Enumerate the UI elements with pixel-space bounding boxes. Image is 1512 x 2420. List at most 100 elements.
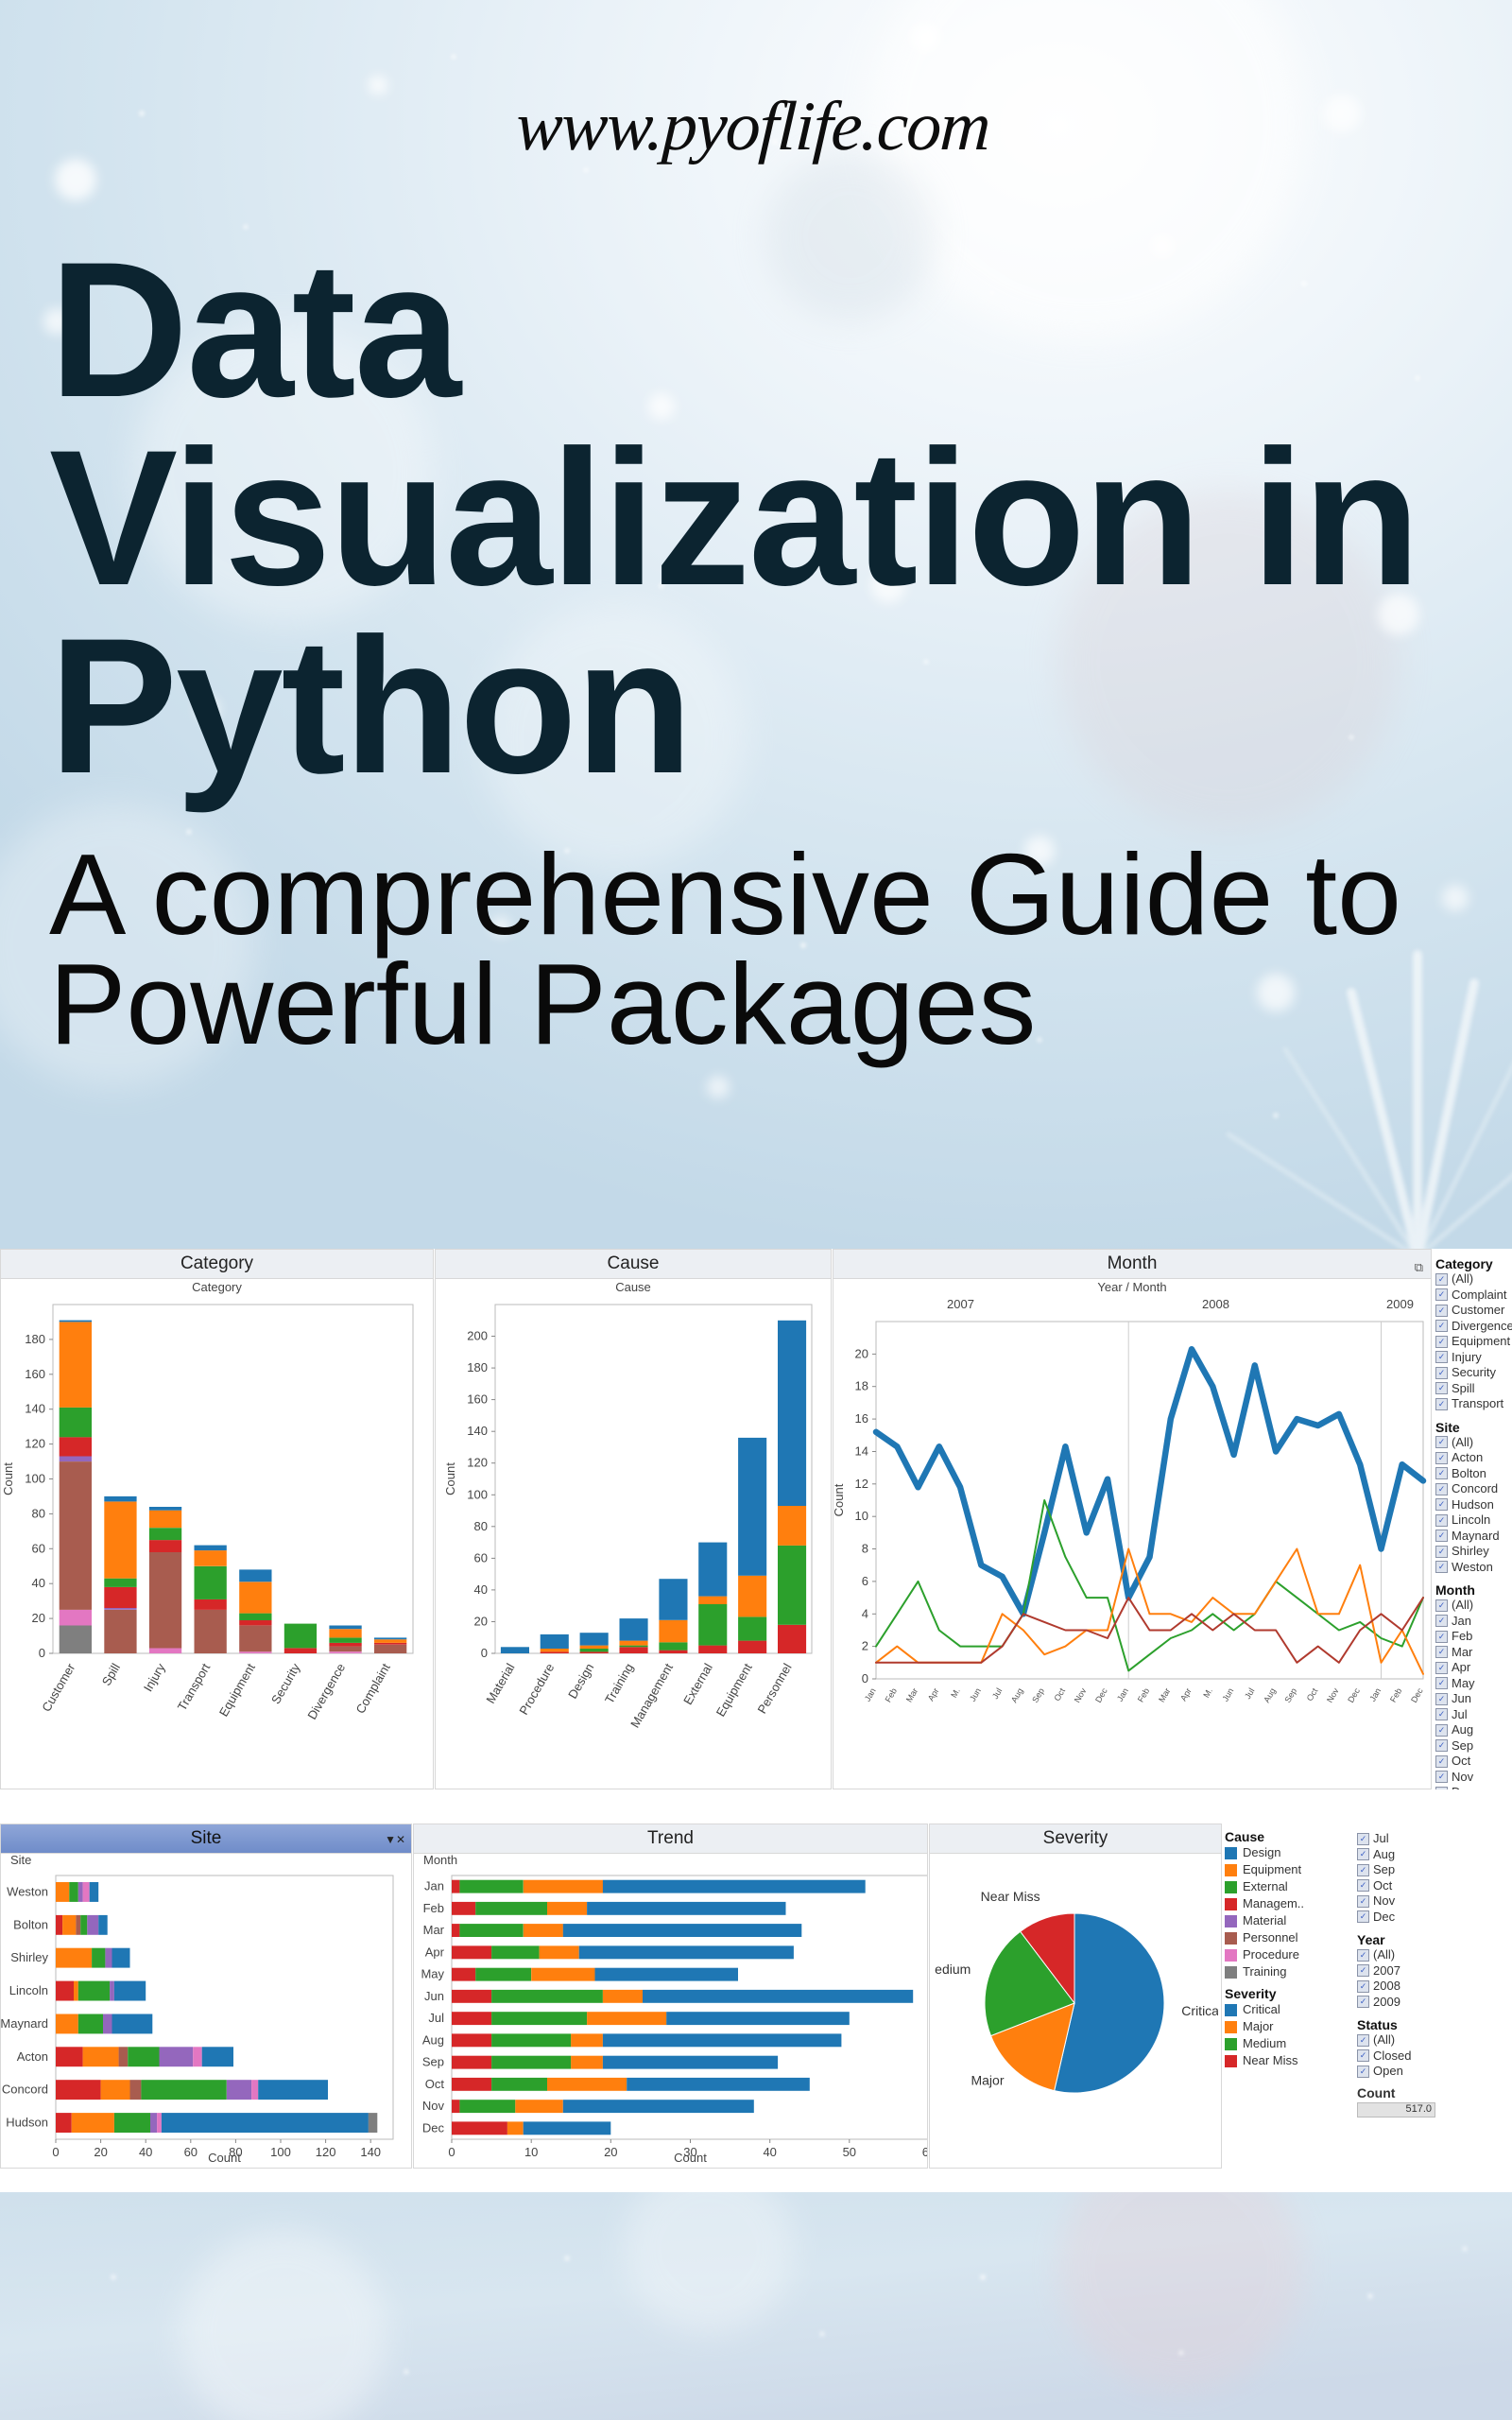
svg-text:Equipment: Equipment: [216, 1661, 258, 1720]
svg-text:Jan: Jan: [1115, 1686, 1130, 1703]
svg-text:Jun: Jun: [1220, 1686, 1235, 1703]
svg-text:30: 30: [683, 2145, 696, 2159]
svg-text:180: 180: [25, 1332, 45, 1346]
svg-text:40: 40: [763, 2145, 776, 2159]
svg-text:12: 12: [855, 1477, 868, 1491]
svg-text:18: 18: [855, 1379, 868, 1393]
svg-text:100: 100: [467, 1487, 488, 1501]
svg-text:Feb: Feb: [884, 1686, 899, 1703]
svg-text:2: 2: [862, 1639, 868, 1653]
svg-text:160: 160: [25, 1367, 45, 1381]
svg-text:Feb: Feb: [1388, 1686, 1403, 1703]
svg-text:Material: Material: [483, 1661, 517, 1706]
svg-text:Jan: Jan: [863, 1686, 878, 1703]
svg-text:4: 4: [862, 1606, 868, 1620]
svg-text:Dec: Dec: [1093, 1686, 1109, 1704]
svg-text:20: 20: [32, 1611, 45, 1625]
svg-text:Medium: Medium: [935, 1962, 971, 1977]
svg-text:40: 40: [474, 1582, 488, 1597]
svg-text:20: 20: [604, 2145, 617, 2159]
svg-text:Nov: Nov: [422, 2099, 445, 2113]
svg-text:0: 0: [481, 1646, 488, 1660]
svg-text:6: 6: [862, 1574, 868, 1588]
svg-text:Personnel: Personnel: [754, 1661, 794, 1716]
svg-text:60: 60: [474, 1550, 488, 1564]
svg-text:Jul: Jul: [428, 2011, 444, 2025]
svg-text:180: 180: [467, 1360, 488, 1374]
svg-text:Critical: Critical: [1181, 2003, 1218, 2018]
svg-text:Aug: Aug: [1262, 1686, 1278, 1704]
svg-text:80: 80: [474, 1519, 488, 1533]
svg-text:Acton: Acton: [17, 2049, 48, 2064]
svg-text:Jan: Jan: [1367, 1686, 1383, 1703]
svg-text:Mar: Mar: [904, 1686, 919, 1703]
svg-text:Count: Count: [443, 1462, 457, 1495]
svg-text:Procedure: Procedure: [516, 1661, 557, 1717]
svg-text:100: 100: [270, 2145, 291, 2159]
svg-text:Design: Design: [565, 1661, 596, 1702]
svg-text:20: 20: [94, 2145, 107, 2159]
svg-text:Dec: Dec: [1346, 1686, 1362, 1704]
svg-text:60: 60: [184, 2145, 198, 2159]
svg-text:Near Miss: Near Miss: [981, 1889, 1040, 1904]
svg-text:100: 100: [25, 1472, 45, 1486]
svg-text:20: 20: [474, 1615, 488, 1629]
svg-text:8: 8: [862, 1542, 868, 1556]
svg-text:Jun: Jun: [968, 1686, 983, 1703]
svg-text:200: 200: [467, 1329, 488, 1343]
svg-text:Sep: Sep: [422, 2055, 444, 2069]
svg-text:Oct: Oct: [1305, 1686, 1320, 1703]
svg-text:Mar: Mar: [423, 1923, 445, 1937]
svg-text:16: 16: [855, 1411, 868, 1426]
svg-text:80: 80: [32, 1506, 45, 1520]
svg-text:Customer: Customer: [39, 1660, 77, 1714]
svg-text:60: 60: [32, 1541, 45, 1555]
svg-text:Major: Major: [971, 2072, 1004, 2087]
svg-text:Lincoln: Lincoln: [9, 1983, 48, 1997]
svg-text:140: 140: [467, 1424, 488, 1438]
svg-text:Mar: Mar: [1157, 1686, 1172, 1703]
svg-text:10: 10: [855, 1509, 868, 1523]
svg-text:Dec: Dec: [422, 2120, 445, 2135]
svg-text:Security: Security: [268, 1661, 303, 1707]
svg-text:Spill: Spill: [99, 1661, 123, 1688]
svg-text:Maynard: Maynard: [1, 2016, 48, 2031]
svg-text:Aug: Aug: [422, 2032, 444, 2047]
svg-text:Jul: Jul: [990, 1686, 1004, 1701]
svg-text:40: 40: [139, 2145, 152, 2159]
svg-text:120: 120: [316, 2145, 336, 2159]
svg-text:Nov: Nov: [1073, 1686, 1089, 1704]
svg-text:Weston: Weston: [7, 1884, 48, 1898]
svg-text:Transport: Transport: [175, 1661, 214, 1714]
svg-text:Oct: Oct: [425, 2077, 445, 2091]
svg-text:Apr: Apr: [425, 1945, 445, 1959]
svg-text:Training: Training: [602, 1661, 636, 1706]
svg-text:Management: Management: [627, 1661, 676, 1731]
svg-text:10: 10: [524, 2145, 538, 2159]
svg-text:120: 120: [25, 1437, 45, 1451]
svg-text:0: 0: [862, 1671, 868, 1685]
svg-text:Equipment: Equipment: [713, 1661, 755, 1720]
svg-text:Divergence: Divergence: [304, 1661, 348, 1721]
svg-text:Aug: Aug: [1009, 1686, 1025, 1704]
svg-text:Apr: Apr: [926, 1686, 941, 1703]
svg-text:Bolton: Bolton: [13, 1917, 48, 1931]
svg-text:50: 50: [843, 2145, 856, 2159]
svg-text:May: May: [421, 1967, 444, 1981]
svg-text:140: 140: [360, 2145, 381, 2159]
svg-text:40: 40: [32, 1576, 45, 1590]
svg-text:Sep: Sep: [1282, 1686, 1298, 1704]
svg-text:M.: M.: [1201, 1686, 1214, 1700]
svg-text:20: 20: [855, 1346, 868, 1360]
svg-text:0: 0: [39, 1646, 45, 1660]
svg-text:Sep: Sep: [1030, 1686, 1046, 1704]
svg-text:Feb: Feb: [423, 1901, 444, 1915]
svg-text:Dec: Dec: [1409, 1686, 1425, 1704]
svg-text:Feb: Feb: [1136, 1686, 1151, 1703]
svg-text:Injury: Injury: [141, 1661, 168, 1694]
svg-text:Complaint: Complaint: [353, 1661, 393, 1717]
svg-text:Jan: Jan: [424, 1879, 444, 1893]
svg-text:www.pyoflife.com: www.pyoflife.com: [514, 88, 991, 165]
svg-text:Oct: Oct: [1052, 1686, 1067, 1703]
svg-text:Count: Count: [1, 1462, 15, 1495]
